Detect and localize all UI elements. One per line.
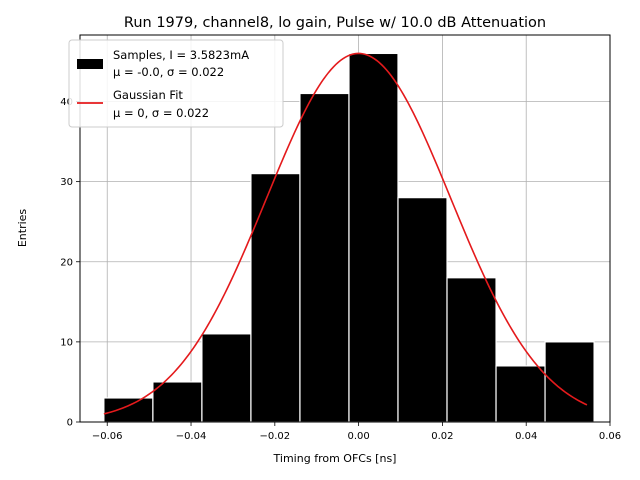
x-tick-label: −0.06 — [92, 431, 123, 442]
y-tick-label: 0 — [67, 418, 73, 429]
x-tick-label: 0.04 — [515, 431, 537, 442]
axis-ticks: −0.06 −0.04 −0.02 0.00 0.02 0.04 0.06 0 10 20 30 40 — [60, 97, 621, 442]
histogram-bars — [103, 52, 595, 423]
histogram-bar — [250, 173, 301, 423]
x-tick-label: −0.02 — [259, 431, 290, 442]
histogram-bar — [103, 397, 154, 423]
x-tick-label: 0.02 — [431, 431, 453, 442]
plot-frame — [79, 34, 611, 423]
y-axis-title: Entries — [16, 209, 29, 248]
y-tick-label: 20 — [60, 257, 73, 268]
y-tick-label: 40 — [60, 97, 73, 108]
histogram-bar — [397, 197, 448, 423]
legend-histogram-label: Samples, I = 3.5823mA — [113, 48, 249, 62]
histogram-bar — [152, 381, 203, 423]
histogram-bar — [348, 52, 399, 423]
legend-fit-stats: μ = 0, σ = 0.022 — [113, 106, 209, 120]
x-tick-label: −0.04 — [176, 431, 207, 442]
chart-title: Run 1979, channel8, lo gain, Pulse w/ 10… — [124, 15, 546, 31]
legend-box — [68, 39, 284, 128]
y-tick-label: 10 — [60, 337, 73, 348]
gaussian-fit-curve — [103, 52, 588, 415]
histogram-bar — [495, 365, 546, 423]
legend: Samples, I = 3.5823mA μ = -0.0, σ = 0.02… — [68, 39, 284, 128]
legend-fit-label: Gaussian Fit — [113, 88, 183, 102]
histogram-bar — [299, 92, 350, 423]
y-tick-label: 30 — [60, 177, 73, 188]
legend-histogram-swatch — [77, 59, 103, 69]
legend-histogram-stats: μ = -0.0, σ = 0.022 — [113, 65, 224, 79]
histogram-bar — [201, 333, 252, 423]
x-tick-label: 0.00 — [347, 431, 369, 442]
x-axis-title: Timing from OFCs [ns] — [273, 452, 397, 465]
x-tick-label: 0.06 — [599, 431, 621, 442]
histogram-bar — [446, 277, 497, 423]
fit-curve-layer — [103, 52, 588, 415]
